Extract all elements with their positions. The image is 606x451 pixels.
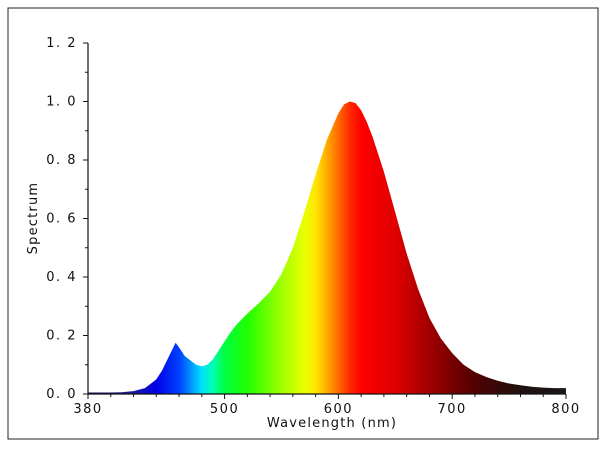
x-tick-label: 500 [210,402,239,417]
area-layer [88,101,566,394]
y-tick-label: 0. 6 [46,212,77,227]
x-tick-label: 700 [438,402,467,417]
y-tick-label: 1. 2 [46,36,77,51]
y-tick-label: 0. 8 [46,153,77,168]
y-tick-label: 0. 2 [46,329,77,344]
y-tick-label: 0. 4 [46,270,77,285]
x-tick-label: 800 [551,402,580,417]
x-tick-label: 380 [73,402,102,417]
ticks-layer: 380 500 600 700 800 0. 0 0. 2 0. 4 0. 6 0. 8 1. 0 1… [46,36,580,417]
spectrum-area [88,101,566,394]
x-axis-title: Wavelength (nm) [267,416,397,431]
y-tick-label: 1. 0 [46,95,77,110]
y-tick-label: 0. 0 [46,387,77,402]
y-axis-title: Spectrum [26,182,41,255]
x-tick-label: 600 [324,402,353,417]
